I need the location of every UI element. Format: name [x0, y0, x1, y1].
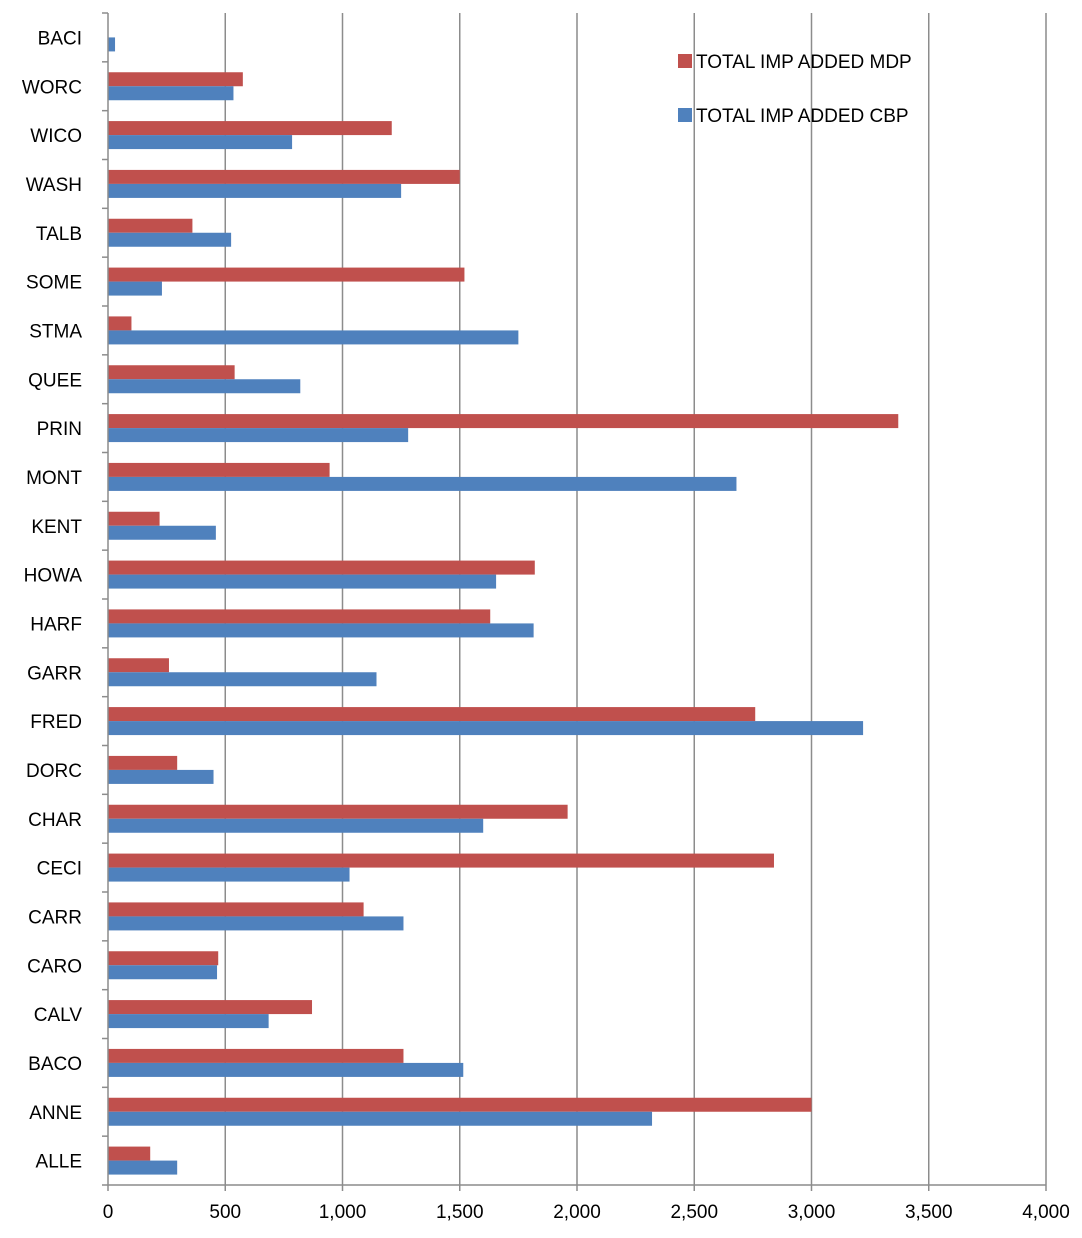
bar-mdp-some: [108, 267, 465, 282]
bar-mdp-char: [108, 804, 568, 819]
y-tick-label: CALV: [34, 1005, 83, 1026]
bar-cbp-baci: [108, 37, 116, 52]
bar-mdp-anne: [108, 1097, 812, 1112]
y-tick-label: BACO: [28, 1054, 82, 1075]
bar-mdp-baco: [108, 1048, 404, 1063]
bar-cbp-calv: [108, 1014, 269, 1029]
bar-cbp-carr: [108, 916, 404, 931]
y-tick-label: PRIN: [37, 419, 82, 440]
bar-mdp-alle: [108, 1146, 151, 1161]
bar-mdp-stma: [108, 316, 132, 331]
bar-mdp-harf: [108, 609, 491, 624]
bar-mdp-dorc: [108, 755, 178, 770]
y-tick-label: HARF: [30, 614, 82, 635]
bar-mdp-caro: [108, 951, 219, 966]
bar-cbp-harf: [108, 623, 534, 638]
legend: TOTAL IMP ADDED MDP TOTAL IMP ADDED CBP: [678, 52, 912, 127]
y-tick-label: DORC: [26, 761, 82, 782]
y-tick-label: CARR: [28, 907, 82, 928]
legend-swatch-mdp: [678, 54, 692, 68]
y-tick-label: WASH: [26, 175, 82, 196]
bar-cbp-dorc: [108, 769, 214, 784]
bar-cbp-baco: [108, 1062, 464, 1077]
bar-mdp-howa: [108, 560, 535, 575]
bar-cbp-prin: [108, 428, 409, 443]
y-tick-label: ALLE: [36, 1152, 82, 1173]
y-tick-label: HOWA: [24, 566, 83, 587]
bar-mdp-garr: [108, 658, 169, 673]
x-tick-label: 0: [103, 1202, 114, 1223]
bar-cbp-wash: [108, 183, 402, 198]
bar-mdp-kent: [108, 511, 160, 526]
bar-cbp-quee: [108, 379, 301, 394]
x-tick-label: 3,000: [788, 1202, 836, 1223]
y-tick-label: BACI: [38, 28, 82, 49]
y-tick-label: FRED: [30, 712, 82, 733]
bar-cbp-ceci: [108, 867, 350, 882]
y-tick-label: WORC: [22, 77, 82, 98]
legend-label-cbp: TOTAL IMP ADDED CBP: [696, 106, 909, 127]
bar-cbp-howa: [108, 574, 497, 589]
bar-cbp-worc: [108, 86, 234, 101]
gridlines: [224, 13, 1047, 1185]
bar-cbp-kent: [108, 525, 216, 540]
legend-swatch-cbp: [678, 108, 692, 122]
y-tick-label: ANNE: [29, 1103, 82, 1124]
bar-mdp-ceci: [108, 853, 774, 868]
bar-cbp-garr: [108, 672, 377, 687]
bar-mdp-prin: [108, 414, 899, 429]
y-tick-label: STMA: [29, 321, 82, 342]
y-tick-labels: ALLE ANNE BACO CALV CARO CARR CECI CHAR DORC FRED…: [22, 28, 83, 1172]
bar-cbp-mont: [108, 476, 737, 491]
bar-mdp-calv: [108, 1000, 313, 1015]
bar-cbp-fred: [108, 721, 864, 736]
y-tick-label: KENT: [31, 517, 82, 538]
bar-cbp-caro: [108, 965, 218, 980]
y-tick-label: SOME: [26, 273, 82, 294]
x-tick-labels: 0 500 1,000 1,500 2,000 2,500 3,000 3,500 4,000: [103, 1202, 1070, 1223]
x-tick-label: 2,500: [670, 1202, 718, 1223]
x-tick-label: 1,500: [436, 1202, 484, 1223]
bar-mdp-wash: [108, 169, 460, 184]
bars: [108, 37, 899, 1175]
bar-cbp-anne: [108, 1111, 653, 1126]
bar-mdp-mont: [108, 462, 330, 477]
bar-mdp-fred: [108, 707, 756, 722]
bar-cbp-talb: [108, 232, 232, 247]
bar-cbp-wico: [108, 135, 293, 150]
bar-mdp-carr: [108, 902, 364, 917]
bar-mdp-worc: [108, 72, 243, 87]
x-tick-label: 3,500: [905, 1202, 953, 1223]
y-tick-label: QUEE: [28, 370, 82, 391]
x-tick-label: 4,000: [1022, 1202, 1070, 1223]
legend-label-mdp: TOTAL IMP ADDED MDP: [696, 52, 912, 73]
bar-cbp-stma: [108, 330, 519, 345]
bar-cbp-some: [108, 281, 162, 296]
y-tick-label: GARR: [27, 663, 82, 684]
y-tick-label: MONT: [26, 468, 82, 489]
y-tick-label: CARO: [27, 956, 82, 977]
y-tick-label: CHAR: [28, 810, 82, 831]
bar-mdp-quee: [108, 365, 235, 380]
axes: [102, 12, 1047, 1191]
bar-cbp-char: [108, 818, 484, 833]
x-tick-label: 2,000: [553, 1202, 601, 1223]
x-tick-label: 500: [209, 1202, 241, 1223]
y-tick-label: CECI: [37, 859, 82, 880]
bar-mdp-wico: [108, 121, 392, 136]
x-tick-label: 1,000: [319, 1202, 367, 1223]
y-tick-label: WICO: [30, 126, 82, 147]
bar-cbp-alle: [108, 1160, 178, 1175]
bar-mdp-talb: [108, 218, 193, 233]
y-tick-label: TALB: [36, 224, 82, 245]
